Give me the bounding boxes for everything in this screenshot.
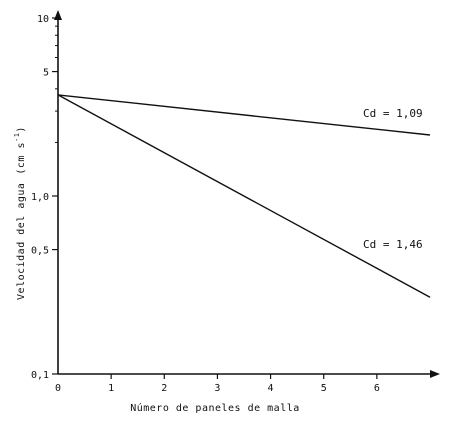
- x-tick-label: 1: [108, 383, 114, 394]
- axes: [54, 10, 440, 378]
- y-axis-title: Velocidad del agua (cm s-1): [13, 126, 27, 300]
- y-ticks: 0,1 0,5 1,0 5 10: [31, 14, 58, 381]
- series-label-cd-1-46: Cd = 1,46: [363, 238, 423, 251]
- x-axis-arrowhead: [430, 370, 440, 378]
- y-tick-label: 10: [37, 14, 49, 25]
- y-axis-title-unit-close: ): [16, 126, 27, 133]
- x-ticks: 0 1 2 3 4 5 6: [55, 374, 380, 394]
- x-tick-label: 6: [374, 383, 380, 394]
- series-lines: [57, 94, 431, 298]
- series-line-1: [57, 94, 431, 298]
- x-tick-label: 3: [214, 383, 220, 394]
- x-tick-label: 2: [161, 383, 167, 394]
- y-axis-title-main: Velocidad del agua: [16, 183, 27, 300]
- y-axis-title-unit: (cm s: [16, 142, 27, 175]
- x-tick-label: 5: [321, 383, 327, 394]
- y-tick-label: 0,5: [31, 246, 49, 257]
- y-tick-label: 0,1: [31, 370, 49, 381]
- y-tick-label: 5: [43, 68, 49, 79]
- y-tick-label: 1,0: [31, 192, 49, 203]
- series-label-cd-1-09: Cd = 1,09: [363, 107, 423, 120]
- x-axis-title: Número de paneles de malla: [130, 402, 300, 414]
- y-axis-title-unit-exp: -1: [13, 133, 21, 142]
- series-line-0: [57, 94, 431, 136]
- x-tick-label: 4: [268, 383, 274, 394]
- x-tick-label: 0: [55, 383, 61, 394]
